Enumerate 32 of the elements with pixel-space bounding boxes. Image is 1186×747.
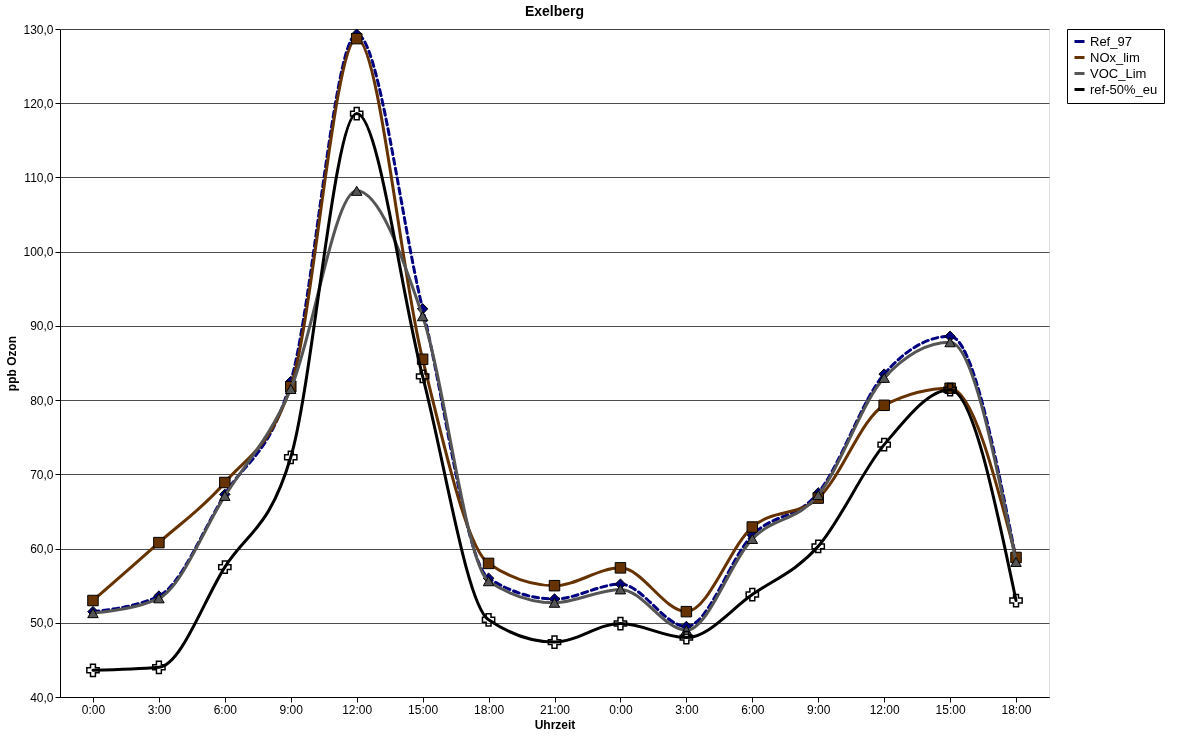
y-tick-label: 130,0 bbox=[23, 22, 54, 37]
x-axis-title: Uhrzeit bbox=[534, 717, 576, 732]
x-tick-label: 3:00 bbox=[675, 702, 699, 717]
legend-label: VOC_Lim bbox=[1090, 65, 1147, 81]
x-tick-label: 0:00 bbox=[609, 702, 633, 717]
y-tick-label: 120,0 bbox=[23, 96, 54, 111]
y-axis-title: ppb Ozon bbox=[5, 335, 20, 392]
legend-label: NOx_lim bbox=[1090, 49, 1140, 65]
y-tick-label: 60,0 bbox=[30, 542, 54, 557]
x-tick-label: 9:00 bbox=[807, 702, 831, 717]
y-tick-label: 40,0 bbox=[30, 690, 54, 705]
x-tick-label: 18:00 bbox=[1001, 702, 1032, 717]
x-tick-label: 3:00 bbox=[147, 702, 172, 717]
x-tick-label: 15:00 bbox=[935, 702, 966, 717]
x-tick-label: 0:00 bbox=[81, 702, 106, 717]
x-tick-label: 6:00 bbox=[213, 702, 238, 717]
y-tick-label: 50,0 bbox=[30, 616, 54, 631]
x-tick-label: 18:00 bbox=[474, 702, 505, 717]
legend-label: Ref_97 bbox=[1090, 33, 1132, 49]
y-tick-label: 90,0 bbox=[30, 319, 54, 334]
x-tick-label: 12:00 bbox=[869, 702, 901, 717]
y-tick-label: 100,0 bbox=[23, 245, 54, 260]
x-tick-label: 15:00 bbox=[408, 702, 439, 717]
chart-title: Exelberg bbox=[524, 3, 585, 19]
x-tick-label: 9:00 bbox=[279, 702, 304, 717]
x-tick-label: 6:00 bbox=[741, 702, 765, 717]
x-tick-label: 12:00 bbox=[342, 702, 373, 717]
y-tick-label: 110,0 bbox=[24, 170, 54, 185]
x-tick-label: 21:00 bbox=[539, 702, 571, 717]
legend-label: ref-50%_eu bbox=[1090, 81, 1158, 97]
y-tick-label: 80,0 bbox=[30, 393, 54, 408]
y-tick-label: 70,0 bbox=[30, 467, 54, 482]
